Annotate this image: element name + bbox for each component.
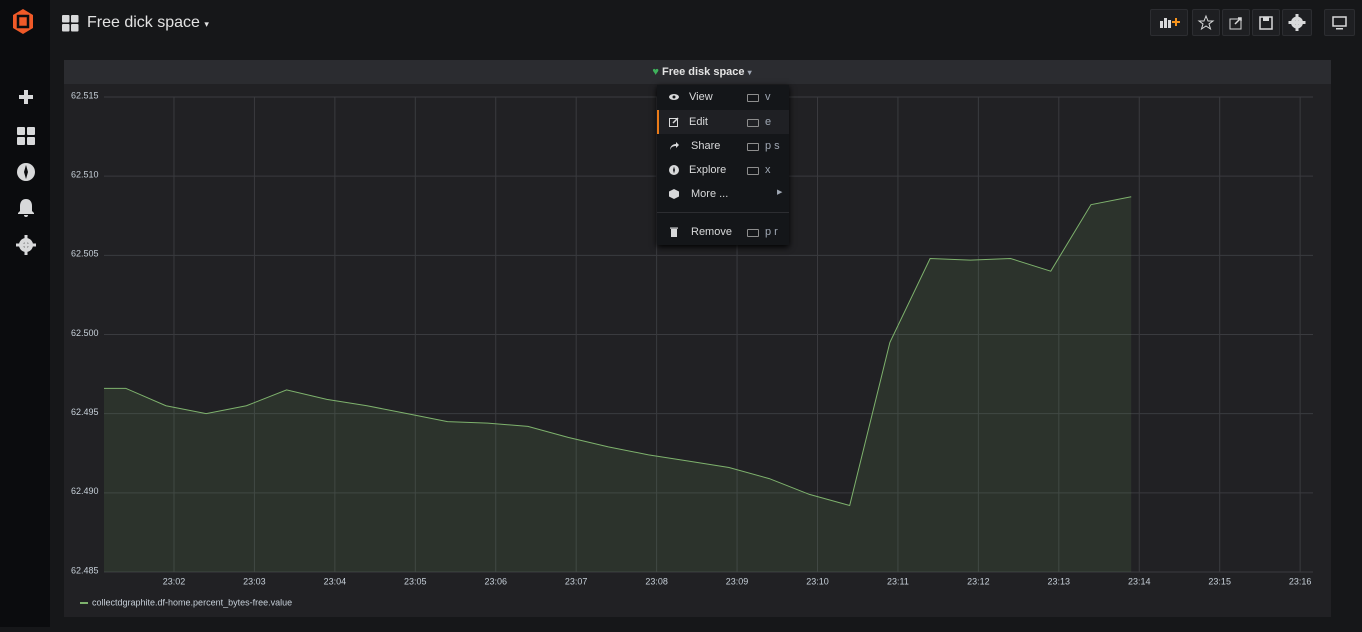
- keyboard-icon: [747, 167, 759, 175]
- x-tick-label: 23:15: [1208, 576, 1231, 586]
- keyboard-icon: [747, 119, 759, 127]
- alerting-icon[interactable]: [18, 199, 34, 217]
- keyboard-icon: [747, 229, 759, 237]
- menu-label[interactable]: Remove: [691, 226, 732, 238]
- create-icon[interactable]: [19, 90, 33, 104]
- y-tick-label: 62.505: [71, 249, 99, 259]
- x-tick-label: 23:03: [243, 576, 266, 586]
- x-tick-label: 23:10: [806, 576, 829, 586]
- edit-icon: [669, 117, 679, 127]
- menu-item[interactable]: Share p s: [657, 134, 789, 158]
- save-button[interactable]: [1252, 9, 1280, 36]
- x-tick-label: 23:16: [1289, 576, 1312, 586]
- menu-item[interactable]: Explore x: [657, 158, 789, 182]
- x-tick-label: 23:04: [324, 576, 347, 586]
- legend-label: collectdgraphite.df-home.percent_bytes-f…: [92, 597, 292, 607]
- x-tick-label: 23:12: [967, 576, 990, 586]
- x-tick-label: 23:06: [484, 576, 507, 586]
- settings-button[interactable]: [1282, 9, 1312, 36]
- menu-item[interactable]: Remove p r: [657, 220, 789, 244]
- y-tick-label: 62.515: [71, 90, 99, 100]
- x-tick-label: 23:14: [1128, 576, 1151, 586]
- star-icon: [1197, 14, 1215, 31]
- explore-icon: [669, 165, 679, 175]
- settings-icon: [1288, 14, 1306, 31]
- sidebar: [0, 0, 50, 627]
- panel-title-text[interactable]: Free disk space: [661, 66, 745, 78]
- menu-shortcut: p r: [765, 226, 778, 238]
- remove-icon: [670, 227, 678, 237]
- y-tick-label: 62.490: [71, 486, 99, 496]
- separator: [657, 212, 789, 213]
- menu-label[interactable]: Share: [691, 140, 721, 152]
- share-button[interactable]: [1222, 9, 1250, 36]
- view-icon: [669, 94, 679, 100]
- dashboard-title-text[interactable]: Free dick space: [87, 14, 200, 31]
- y-tick-label: 62.500: [71, 328, 99, 338]
- share-icon: [670, 142, 679, 150]
- x-tick-label: 23:05: [404, 576, 427, 586]
- explore-icon[interactable]: [17, 163, 35, 181]
- menu-label[interactable]: Explore: [689, 164, 727, 176]
- panel-header[interactable]: [64, 60, 1331, 84]
- y-tick-label: 62.485: [71, 565, 99, 575]
- series-area: [104, 196, 1132, 572]
- menu-item[interactable]: More ... ▶: [657, 182, 789, 206]
- x-tick-label: 23:07: [565, 576, 588, 586]
- menu-item[interactable]: View v: [657, 85, 789, 109]
- dashboard-title[interactable]: Free dick space ▾: [87, 14, 209, 31]
- menu-label[interactable]: Edit: [689, 116, 708, 128]
- y-tick-label: 62.510: [71, 170, 99, 180]
- panel-menu: View v Edit e Share p s Explore x More ... ▶ …: [657, 85, 789, 245]
- menu-shortcut: p s: [765, 140, 780, 152]
- submenu-arrow: ▶: [777, 189, 783, 196]
- dashboard-icon: [62, 15, 79, 32]
- y-tick-label: 62.495: [71, 407, 99, 417]
- menu-label[interactable]: View: [689, 91, 713, 103]
- more-icon: [669, 189, 679, 199]
- x-tick-label: 23:08: [645, 576, 668, 586]
- tv-icon: [1332, 16, 1347, 30]
- menu-item[interactable]: Edit e: [657, 110, 789, 134]
- star-button[interactable]: [1192, 9, 1220, 36]
- x-tick-label: 23:11: [887, 576, 909, 586]
- keyboard-icon: [747, 143, 759, 151]
- add-panel-button[interactable]: [1150, 9, 1188, 36]
- keyboard-icon: [747, 94, 759, 102]
- add-panel-icon: [1160, 18, 1180, 28]
- share-icon: [1229, 17, 1242, 30]
- x-tick-label: 23:02: [163, 576, 186, 586]
- sidebar-icons: [13, 9, 36, 255]
- save-icon: [1259, 16, 1273, 30]
- menu-shortcut: e: [765, 116, 772, 128]
- dashboards-icon[interactable]: [17, 127, 35, 145]
- menu-shortcut: x: [765, 164, 771, 176]
- panel-title[interactable]: ♥ Free disk space ▾: [652, 66, 752, 78]
- menu-shortcut: v: [765, 91, 771, 103]
- menu-label[interactable]: More ...: [691, 188, 729, 200]
- tv-mode-button[interactable]: [1324, 9, 1355, 36]
- x-tick-label: 23:13: [1048, 576, 1071, 586]
- series-line: [104, 196, 1132, 507]
- logo[interactable]: [13, 9, 33, 34]
- config-icon[interactable]: [16, 235, 36, 255]
- x-tick-label: 23:09: [726, 576, 749, 586]
